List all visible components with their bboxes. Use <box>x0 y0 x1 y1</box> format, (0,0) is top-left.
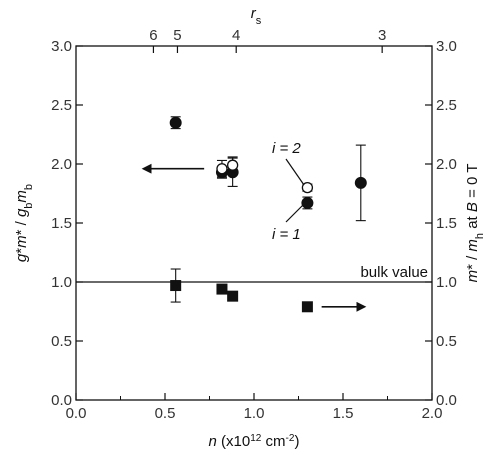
filled-circle-point <box>354 176 367 189</box>
annotation-i1-leader <box>285 204 304 223</box>
x-tick-label: 0.0 <box>66 405 87 422</box>
open-circle-point <box>216 163 228 175</box>
top-axis-title: rs <box>251 5 262 27</box>
y-right-tick-label: 0.0 <box>436 392 457 409</box>
y-right-tick-label: 0.5 <box>436 333 457 350</box>
y-right-tick-label: 1.0 <box>436 274 457 291</box>
y-left-tick-label: 1.5 <box>51 215 72 232</box>
y-left-tick-label: 2.5 <box>51 97 72 114</box>
top-tick-label: 3 <box>378 27 386 44</box>
filled-square-point <box>170 280 182 292</box>
x-tick-label: 0.5 <box>155 405 176 422</box>
x-tick-label: 1.0 <box>244 405 265 422</box>
top-tick-label: 6 <box>149 27 157 44</box>
data-marks <box>169 116 367 313</box>
bulk-value-label: bulk value <box>360 264 428 281</box>
x-tick-label: 2.0 <box>422 405 443 422</box>
y-left-tick-label: 0.5 <box>51 333 72 350</box>
annotation-i1: i = 1 <box>272 226 301 243</box>
open-circle-point <box>301 181 314 194</box>
x-axis-title: n (x1012 cm-2) <box>209 433 300 451</box>
y-left-tick-label: 1.0 <box>51 274 72 291</box>
filled-square-point <box>227 290 239 302</box>
y-right-tick-label: 2.5 <box>436 97 457 114</box>
top-tick-label: 5 <box>173 27 181 44</box>
filled-circle-point <box>169 116 182 129</box>
y-left-axis-title: g*m* / gbmb <box>13 184 35 262</box>
annotation-i2: i = 2 <box>272 140 301 157</box>
open-circle-point <box>226 159 239 171</box>
y-right-tick-label: 2.0 <box>436 156 457 173</box>
y-right-tick-label: 1.5 <box>436 215 457 232</box>
filled-square-point <box>301 301 313 313</box>
x-axis-ticks: 0.0 0.5 1.0 1.5 2.0 <box>66 393 443 422</box>
y-left-tick-label: 2.0 <box>51 156 72 173</box>
filled-square-point <box>216 283 228 295</box>
plot-frame <box>75 45 433 401</box>
annotation-i2-leader <box>285 158 305 186</box>
y-right-axis-title: m* / mh at B = 0 T <box>464 164 486 283</box>
y-left-tick-label: 3.0 <box>51 38 72 55</box>
arrows <box>141 163 367 312</box>
x-tick-label: 1.5 <box>333 405 354 422</box>
top-tick-label: 4 <box>232 27 240 44</box>
y-right-axis-ticks: 0.0 0.5 1.0 1.5 2.0 2.5 3.0 <box>425 38 457 409</box>
filled-circle-point <box>301 196 314 209</box>
y-right-tick-label: 3.0 <box>436 38 457 55</box>
y-left-axis-ticks: 0.0 0.5 1.0 1.5 2.0 2.5 3.0 <box>51 38 83 409</box>
y-left-tick-label: 0.0 <box>51 392 72 409</box>
